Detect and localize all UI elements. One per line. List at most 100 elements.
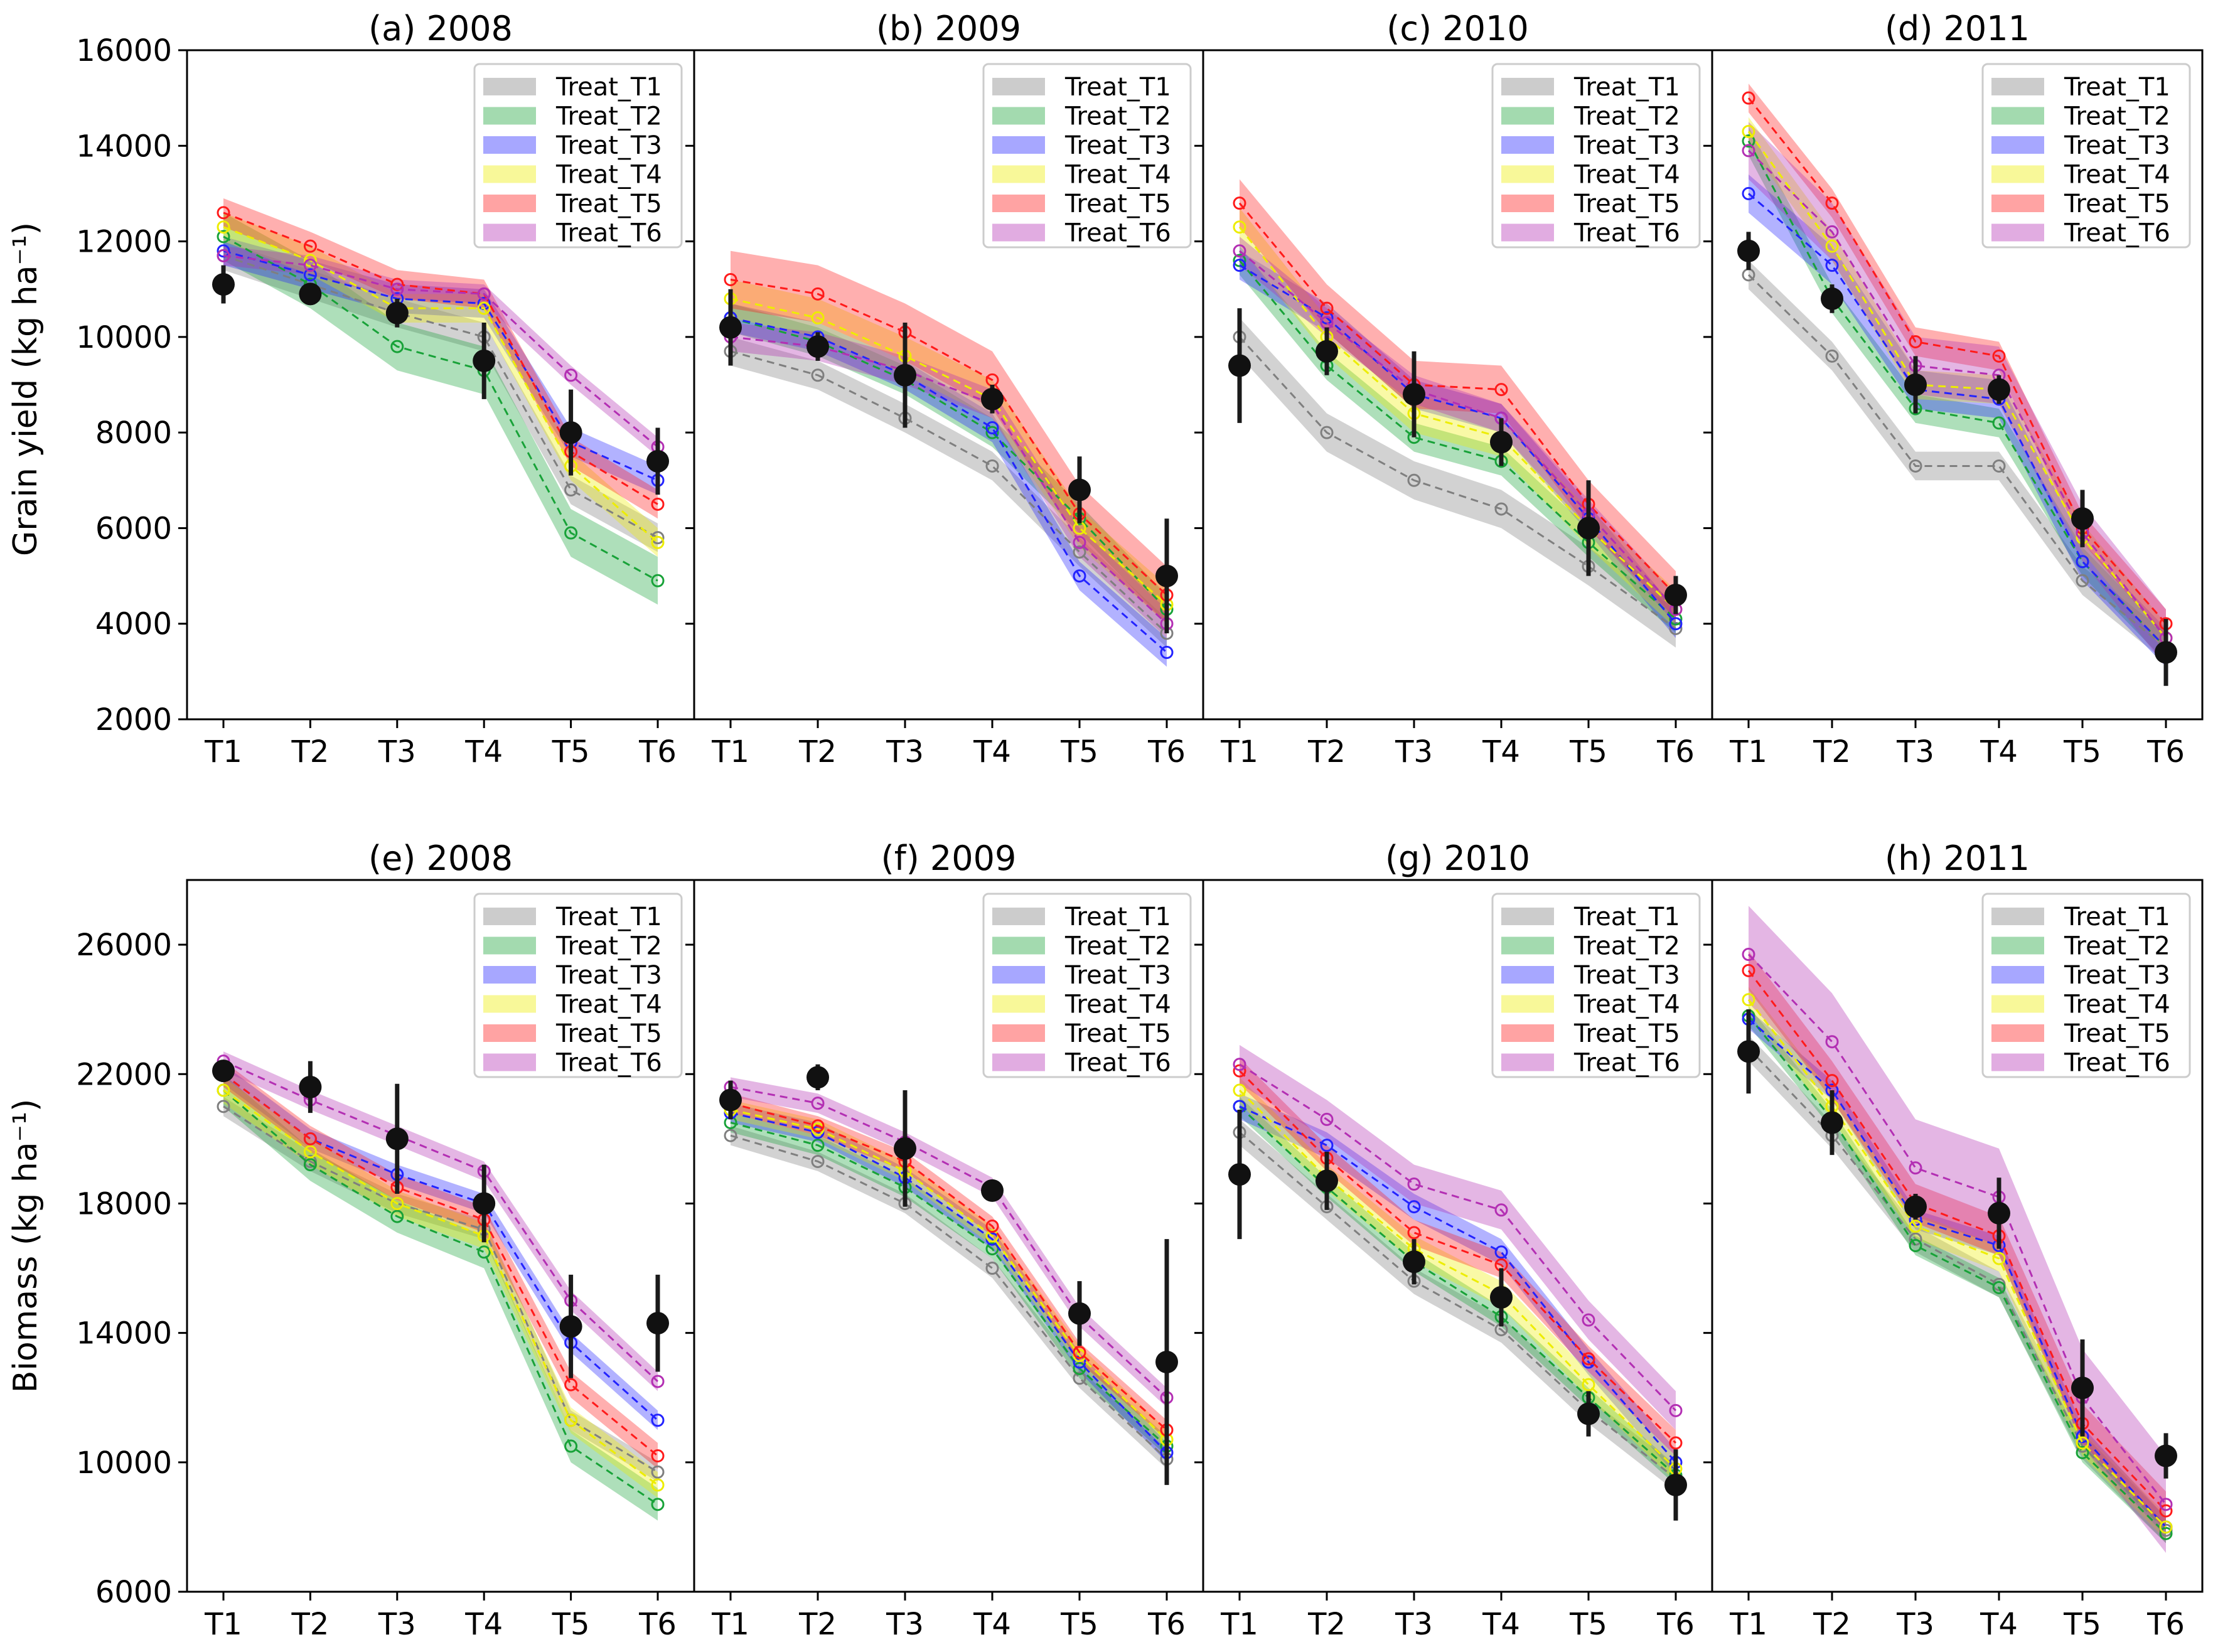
point-treat-t6-t3	[390, 282, 404, 296]
point-treat-t5-t1	[724, 272, 737, 286]
band-treat-t3	[1240, 250, 1676, 638]
legend-label-treat-t1: Treat_T1	[2064, 73, 2170, 102]
band-treat-t6	[1240, 1044, 1676, 1430]
series-line-treat-t1	[730, 1134, 1168, 1460]
y-tick-label: 16000	[76, 33, 172, 68]
point-treat-t4-t2	[303, 254, 317, 267]
point-treat-t3-t6	[1669, 617, 1683, 631]
observed-point-t6	[1155, 564, 1178, 587]
legend-label-treat-t4: Treat_T4	[555, 990, 662, 1019]
band-treat-t6	[1240, 236, 1676, 624]
axes-frame	[1711, 49, 2204, 721]
point-treat-t6-t2	[303, 259, 317, 272]
legend-label-treat-t1: Treat_T1	[555, 903, 662, 931]
band-treat-t1	[223, 1097, 658, 1482]
point-treat-t4-t2	[1825, 239, 1839, 253]
observed-point-t5	[2071, 507, 2094, 530]
series-line-treat-t2	[223, 235, 658, 582]
point-treat-t1-t2	[1320, 426, 1334, 439]
point-treat-t3-t1	[1233, 259, 1246, 272]
point-treat-t2-t6	[2159, 1526, 2173, 1540]
observed-point-t4	[1490, 1285, 1513, 1309]
x-tick-label: T5	[1569, 1607, 1607, 1642]
legend-label-treat-t3: Treat_T3	[555, 131, 662, 160]
point-treat-t5-t1	[217, 206, 230, 220]
x-tick-label: T4	[1980, 734, 2018, 770]
x-tick-label: T4	[973, 1607, 1011, 1642]
point-treat-t6-t4	[1494, 1203, 1508, 1217]
series-line-treat-t6	[1747, 149, 2167, 639]
point-treat-t5-t1	[1742, 91, 1755, 105]
point-treat-t6-t3	[1407, 1177, 1421, 1191]
legend-label-treat-t3: Treat_T3	[1573, 961, 1680, 990]
series-line-treat-t2	[1238, 260, 1676, 620]
point-treat-t6-t2	[1825, 1035, 1839, 1049]
point-treat-t1-t2	[1825, 349, 1839, 363]
legend-box	[1981, 63, 2191, 249]
series-line-treat-t5	[223, 212, 658, 505]
band-treat-t6	[223, 1051, 658, 1392]
series-line-treat-t2	[1747, 1015, 2167, 1535]
point-treat-t2-t3	[1909, 1238, 1922, 1252]
legend-swatch-treat-t6	[1501, 223, 1554, 242]
series-line-treat-t2	[730, 316, 1168, 610]
legend-label-treat-t3: Treat_T3	[555, 961, 662, 990]
panel-title: (h) 2011	[1885, 839, 2030, 878]
band-treat-t4	[731, 279, 1167, 624]
legend-swatch-treat-t3	[1991, 136, 2044, 154]
point-treat-t6-t1	[217, 249, 230, 262]
series-line-treat-t6	[1239, 1063, 1677, 1412]
point-treat-t5-t2	[1825, 1074, 1839, 1088]
point-treat-t2-t4	[477, 1245, 491, 1259]
y-tick-label: 2000	[95, 702, 172, 738]
legend-label-treat-t4: Treat_T4	[555, 161, 662, 190]
observed-point-t5	[1577, 517, 1600, 540]
point-treat-t6-t2	[1825, 225, 1839, 239]
legend-swatch-treat-t1	[992, 78, 1045, 95]
legend-swatch-treat-t4	[1501, 165, 1554, 183]
legend-swatch-treat-t6	[483, 1053, 536, 1071]
panel-g: T1 T2 T3 T4 T5 T6(g) 2010Treat_T1Treat_T2Trea…	[1194, 839, 1713, 1642]
legend-label-treat-t2: Treat_T2	[1573, 102, 1680, 131]
point-treat-t5-t3	[1407, 1226, 1421, 1240]
point-treat-t2-t1	[1742, 134, 1755, 148]
legend-swatch-treat-t6	[1991, 1053, 2044, 1071]
legend-label-treat-t2: Treat_T2	[1573, 932, 1680, 961]
legend-swatch-treat-t1	[1501, 908, 1554, 925]
point-treat-t6-t5	[564, 368, 578, 382]
x-tick-label: T4	[1980, 1607, 2018, 1642]
y-tick-label: 10000	[76, 1446, 172, 1481]
legend-label-treat-t6: Treat_T6	[555, 1049, 662, 1078]
observed-point-t3	[894, 363, 916, 387]
series-line-treat-t4	[1747, 999, 2167, 1528]
legend-swatch-treat-t4	[1991, 165, 2044, 183]
point-treat-t5-t1	[1233, 196, 1246, 210]
legend-label-treat-t5: Treat_T5	[1064, 1019, 1171, 1048]
legend-swatch-treat-t3	[1991, 966, 2044, 984]
series-line-treat-t6	[1747, 953, 2167, 1505]
point-treat-t6-t5	[1073, 535, 1086, 549]
observed-point-t2	[806, 1066, 829, 1089]
point-treat-t5-t6	[651, 497, 665, 511]
band-treat-t3	[223, 1064, 658, 1430]
legend-label-treat-t6: Treat_T6	[2064, 219, 2170, 248]
observed-point-t2	[1821, 287, 1843, 310]
observed-point-t4	[1988, 1201, 2010, 1225]
point-treat-t4-t1	[217, 220, 230, 234]
series-line-treat-t4	[223, 226, 658, 544]
point-treat-t1-t6	[651, 1465, 665, 1479]
y-tick-label: 8000	[95, 416, 172, 451]
point-treat-t6-t1	[1742, 948, 1755, 962]
point-treat-t5-t1	[1742, 963, 1755, 977]
band-treat-t4	[1749, 987, 2166, 1540]
point-treat-t1-t4	[1494, 502, 1508, 516]
legend-label-treat-t6: Treat_T6	[1064, 219, 1171, 248]
legend-swatch-treat-t1	[992, 908, 1045, 925]
point-treat-t5-t2	[811, 287, 825, 301]
point-treat-t6-t1	[1233, 244, 1246, 258]
biomass-y-axis-label: Biomass (kg ha⁻¹)	[7, 1099, 45, 1393]
point-treat-t5-t4	[985, 1220, 999, 1233]
band-treat-t2	[223, 212, 658, 605]
legend: Treat_T1Treat_T2Treat_T3Treat_T4Treat_T5…	[1981, 63, 2191, 249]
